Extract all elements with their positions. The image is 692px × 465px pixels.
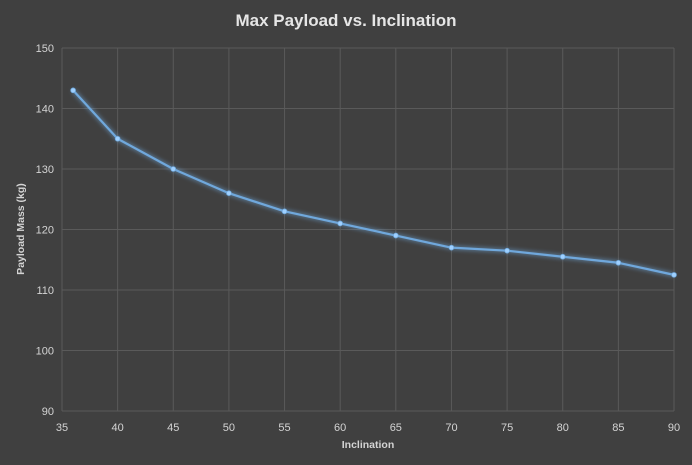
x-tick-label: 90 [668, 422, 680, 434]
data-point [559, 253, 566, 260]
data-point [671, 272, 677, 278]
x-tick-label: 60 [334, 422, 346, 434]
chart-title: Max Payload vs. Inclination [235, 11, 456, 30]
y-tick-label: 110 [36, 285, 54, 297]
data-point [337, 220, 343, 227]
data-point [504, 247, 510, 254]
y-tick-label: 130 [36, 164, 54, 176]
x-tick-label: 45 [167, 422, 179, 434]
x-tick-label: 35 [56, 422, 68, 434]
y-tick-label: 150 [36, 43, 54, 55]
y-tick-label: 120 [36, 225, 54, 237]
x-tick-label: 55 [278, 422, 290, 434]
series-layer [70, 87, 677, 278]
data-point [70, 87, 76, 94]
data-point [170, 166, 177, 172]
x-tick-label: 40 [112, 422, 124, 434]
x-tick-label: 80 [557, 422, 569, 434]
tick-labels: 90 100 110 120 130 140 150 35 40 45 50 55 60 65 70 75 80… [36, 43, 680, 434]
series-line [72, 89, 675, 276]
x-tick-label: 50 [223, 422, 235, 434]
y-tick-label: 90 [42, 406, 54, 418]
x-tick-label: 65 [390, 422, 402, 434]
y-tick-label: 140 [36, 104, 54, 116]
x-tick-label: 85 [612, 422, 624, 434]
x-tick-label: 70 [445, 422, 457, 434]
data-point [114, 135, 121, 142]
data-point [448, 244, 455, 251]
data-point [226, 190, 232, 197]
gridlines [61, 47, 675, 412]
data-point [393, 232, 399, 239]
x-tick-label: 75 [501, 422, 513, 434]
data-point [615, 259, 622, 266]
y-axis-label: Payload Mass (kg) [15, 183, 27, 275]
y-tick-label: 100 [36, 346, 54, 358]
x-axis-label: Inclination [342, 439, 395, 451]
data-point [281, 208, 288, 215]
